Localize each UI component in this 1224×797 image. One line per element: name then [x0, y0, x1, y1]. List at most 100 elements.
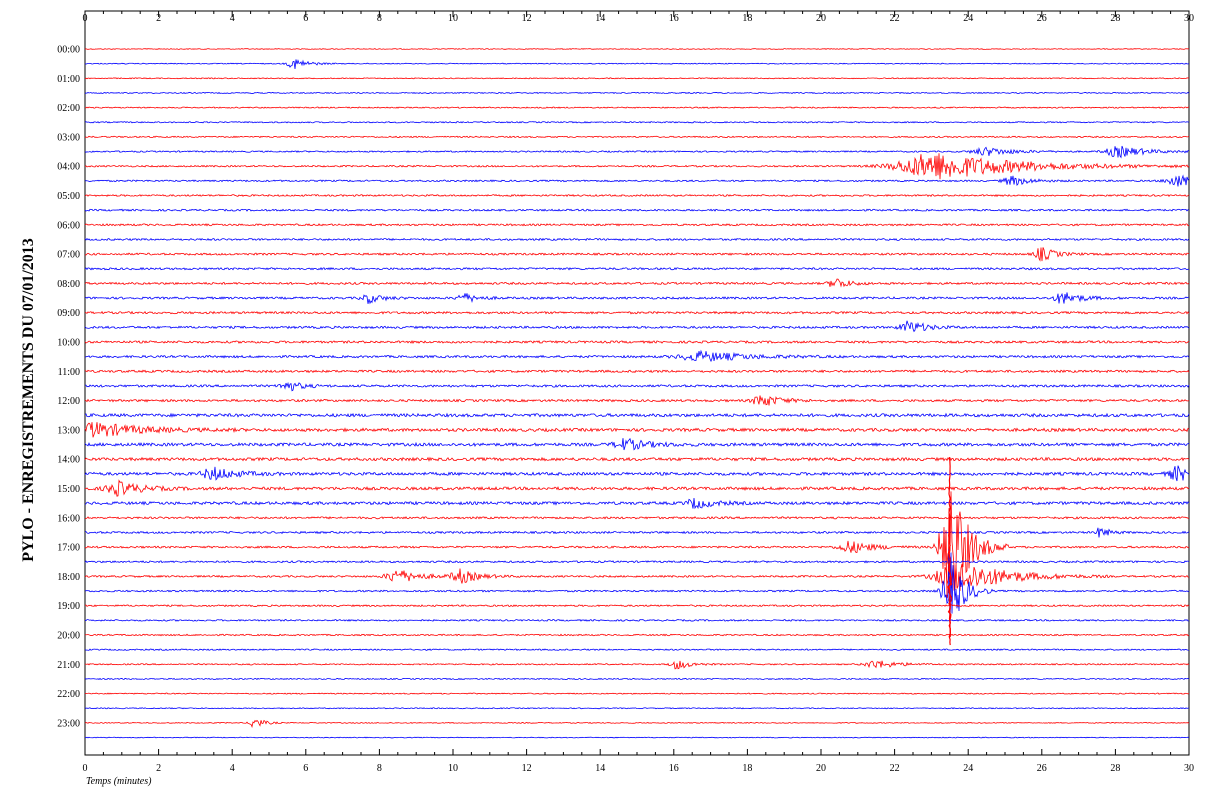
seismic-trace [84, 135, 1190, 139]
seismic-trace [84, 237, 1190, 242]
hour-label: 13:00 [57, 425, 80, 436]
seismic-trace [84, 208, 1190, 212]
hour-label: 23:00 [57, 718, 80, 729]
hour-label: 04:00 [57, 162, 80, 173]
hour-label: 15:00 [57, 484, 80, 495]
hour-label: 09:00 [57, 308, 80, 319]
top-tick-label: 4 [230, 13, 235, 24]
seismic-trace [84, 516, 1190, 520]
seismic-trace [84, 223, 1190, 227]
hour-label: 01:00 [57, 74, 80, 85]
bottom-tick-label: 4 [230, 763, 235, 774]
bottom-tick-label: 6 [303, 763, 308, 774]
seismic-trace [84, 456, 1190, 462]
seismic-trace [84, 465, 1190, 482]
seismic-trace [84, 193, 1190, 198]
hour-label: 03:00 [57, 132, 80, 143]
top-tick-label: 2 [156, 13, 161, 24]
top-tick-label: 20 [816, 13, 826, 24]
hour-label: 07:00 [57, 250, 80, 261]
bottom-tick-label: 24 [963, 763, 973, 774]
seismic-trace [84, 91, 1190, 95]
hour-label: 19:00 [57, 601, 80, 612]
top-tick-label: 30 [1184, 13, 1194, 24]
seismic-trace [84, 677, 1190, 681]
seismic-trace [84, 491, 1190, 598]
hour-label: 05:00 [57, 191, 80, 202]
top-tick-label: 28 [1110, 13, 1120, 24]
bottom-tick-label: 14 [595, 763, 605, 774]
hour-label: 00:00 [57, 45, 80, 56]
seismic-trace [84, 692, 1190, 695]
ticks-group [84, 11, 1190, 755]
seismic-trace [84, 422, 1190, 438]
hour-label: 16:00 [57, 513, 80, 524]
seismic-trace [84, 604, 1190, 608]
top-tick-label: 16 [669, 13, 679, 24]
hour-label: 11:00 [58, 367, 80, 378]
hour-label: 12:00 [57, 396, 80, 407]
seismic-trace [84, 310, 1190, 315]
seismic-trace [84, 247, 1190, 262]
bottom-tick-label: 28 [1110, 763, 1120, 774]
hour-label: 06:00 [57, 220, 80, 231]
seismic-trace [84, 145, 1190, 159]
seismic-trace [84, 479, 1190, 497]
top-tick-label: 10 [448, 13, 458, 24]
seismic-trace [84, 278, 1190, 288]
seismic-trace [84, 266, 1190, 271]
top-tick-label: 0 [83, 13, 88, 24]
top-tick-label: 24 [963, 13, 973, 24]
x-axis-label: Temps (minutes) [86, 776, 152, 787]
labels-group: 0022446688101012121414161618182020222224… [57, 13, 1194, 774]
top-tick-label: 22 [890, 13, 900, 24]
bottom-tick-label: 8 [377, 763, 382, 774]
bottom-tick-label: 22 [890, 763, 900, 774]
bottom-tick-label: 0 [83, 763, 88, 774]
seismic-trace [84, 340, 1190, 344]
seismic-trace [84, 548, 1190, 633]
seismic-trace [84, 412, 1190, 418]
seismic-trace [84, 437, 1190, 451]
chart-title: PYLO - ENREGISTREMENTS DU 07/01/2013 [20, 238, 37, 562]
seismic-trace [84, 153, 1190, 180]
seismic-trace [84, 381, 1190, 392]
seismic-trace [84, 106, 1190, 109]
seismic-trace [84, 707, 1190, 710]
seismic-trace [84, 497, 1190, 510]
seismic-trace [84, 563, 1190, 592]
seismic-trace [84, 349, 1190, 363]
seismic-trace [84, 633, 1190, 637]
bottom-tick-label: 16 [669, 763, 679, 774]
hour-label: 18:00 [57, 572, 80, 583]
bottom-tick-label: 26 [1037, 763, 1047, 774]
hour-label: 14:00 [57, 455, 80, 466]
seismic-trace [84, 660, 1190, 670]
seismic-trace [84, 292, 1190, 305]
hour-label: 21:00 [57, 660, 80, 671]
bottom-tick-label: 10 [448, 763, 458, 774]
seismic-trace [84, 618, 1190, 622]
seismic-trace [84, 395, 1190, 406]
bottom-tick-label: 30 [1184, 763, 1194, 774]
seismic-trace [84, 320, 1190, 333]
hour-label: 10:00 [57, 338, 80, 349]
top-tick-label: 14 [595, 13, 605, 24]
seismic-trace [84, 174, 1190, 187]
bottom-tick-label: 20 [816, 763, 826, 774]
hour-label: 08:00 [57, 279, 80, 290]
top-tick-label: 8 [377, 13, 382, 24]
seismic-trace [84, 719, 1190, 729]
top-tick-label: 18 [742, 13, 752, 24]
bottom-tick-label: 12 [522, 763, 532, 774]
seismic-trace [84, 736, 1190, 739]
seismic-trace [84, 121, 1190, 124]
hour-label: 17:00 [57, 543, 80, 554]
bottom-tick-label: 18 [742, 763, 752, 774]
seismic-trace [84, 48, 1190, 50]
seismic-trace [84, 77, 1190, 80]
event-spike [947, 536, 953, 646]
seismic-trace [84, 648, 1190, 651]
